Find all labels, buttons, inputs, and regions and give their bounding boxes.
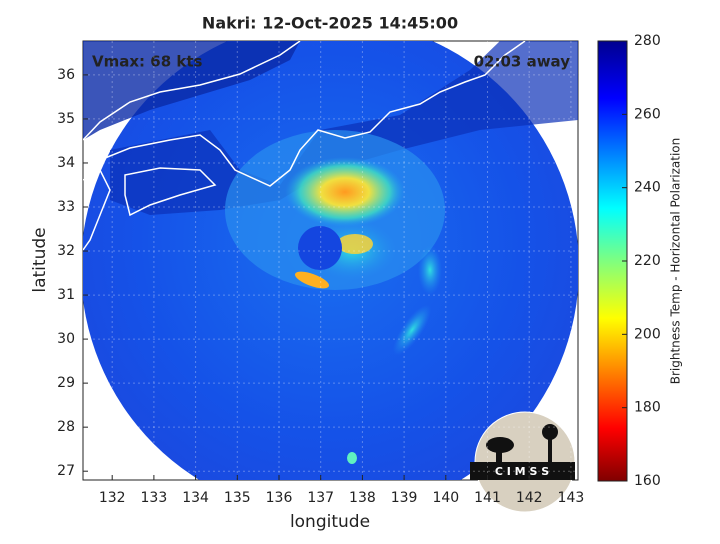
x-tick-label: 136 bbox=[266, 490, 293, 506]
x-tick-label: 135 bbox=[224, 490, 251, 506]
colorbar-tick-label: 240 bbox=[634, 180, 661, 196]
colorbar-tick-label: 180 bbox=[634, 400, 661, 416]
x-tick-label: 132 bbox=[99, 490, 126, 506]
y-tick-label: 30 bbox=[57, 331, 75, 347]
colorbar-label: Brightness Temp - Horizontal Polarizatio… bbox=[669, 138, 683, 385]
x-tick-label: 139 bbox=[391, 490, 418, 506]
colorbar-tick-label: 160 bbox=[634, 473, 661, 489]
x-tick-label: 133 bbox=[141, 490, 168, 506]
y-tick-label: 34 bbox=[57, 155, 75, 171]
colorbar-tick-label: 280 bbox=[634, 33, 661, 49]
title: Nakri: 12-Oct-2025 14:45:00 bbox=[202, 14, 458, 33]
logo-text: C I M S S bbox=[495, 465, 549, 478]
vmax-annotation: Vmax: 68 kts bbox=[92, 53, 202, 71]
colorbar-tick-label: 220 bbox=[634, 253, 661, 269]
x-tick-label: 137 bbox=[307, 490, 334, 506]
colorbar-tick-label: 200 bbox=[634, 326, 661, 342]
x-tick-label: 141 bbox=[474, 490, 501, 506]
x-axis-label: longitude bbox=[290, 512, 370, 532]
x-tick-label: 138 bbox=[349, 490, 376, 506]
away-annotation: 02:03 away bbox=[474, 53, 571, 71]
x-tick-label: 134 bbox=[182, 490, 209, 506]
y-axis-label: latitude bbox=[30, 227, 50, 292]
y-tick-label: 28 bbox=[57, 419, 75, 435]
y-tick-label: 36 bbox=[57, 67, 75, 83]
y-tick-label: 31 bbox=[57, 287, 75, 303]
y-tick-label: 33 bbox=[57, 199, 75, 215]
x-tick-label: 140 bbox=[432, 490, 459, 506]
x-tick-label: 143 bbox=[558, 490, 585, 506]
imagery bbox=[83, 41, 578, 480]
y-tick-label: 35 bbox=[57, 111, 75, 127]
x-tick-label: 142 bbox=[516, 490, 543, 506]
cimss-logo: C I M S S bbox=[470, 411, 576, 513]
y-tick-label: 32 bbox=[57, 243, 75, 259]
y-tick-label: 29 bbox=[57, 375, 75, 391]
y-tick-label: 27 bbox=[57, 463, 75, 479]
colorbar-tick-label: 260 bbox=[634, 106, 661, 122]
